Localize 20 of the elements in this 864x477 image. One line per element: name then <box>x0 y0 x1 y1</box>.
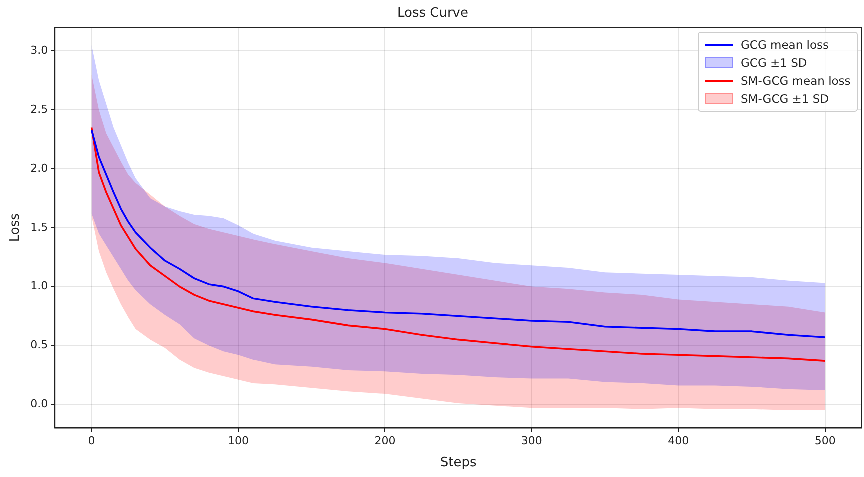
y-tick-label: 2.0 <box>30 162 48 175</box>
y-tick-label: 2.5 <box>30 102 48 116</box>
legend-label: SM-GCG mean loss <box>741 74 851 88</box>
y-tick-label: 0.5 <box>30 338 48 352</box>
x-axis-title: Steps <box>440 456 477 471</box>
chart-title: Loss Curve <box>398 6 468 22</box>
y-tick-label: 3.0 <box>30 44 48 58</box>
annotation: GCG ±1 SD <box>741 56 808 70</box>
y-tick-label: 1.5 <box>30 220 48 234</box>
x-tick-label: 200 <box>374 434 396 448</box>
y-axis-title: Loss <box>8 213 24 242</box>
legend-label: GCG mean loss <box>741 38 829 52</box>
x-tick-label: 400 <box>668 434 690 448</box>
x-tick-label: 500 <box>814 434 836 448</box>
x-tick-label: 100 <box>228 434 249 448</box>
x-tick-label: 0 <box>88 434 96 448</box>
y-tick-label: 1.0 <box>30 280 48 293</box>
annotation: SM-GCG ±1 SD <box>741 92 830 106</box>
y-tick-label: 0.0 <box>30 397 48 410</box>
x-tick-label: 300 <box>521 434 542 448</box>
